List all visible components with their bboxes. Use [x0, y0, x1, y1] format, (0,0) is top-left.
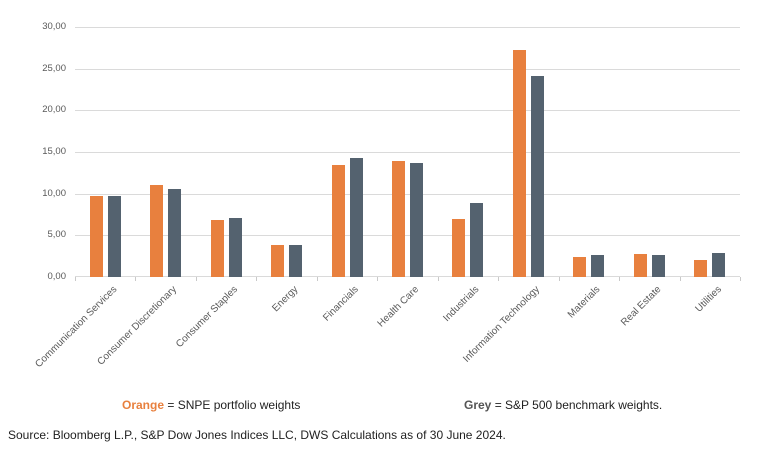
bar-grey	[168, 188, 182, 277]
y-axis-tick-label: 30,00	[42, 21, 66, 32]
legend: Orange = SNPE portfolio weights Grey = S…	[0, 398, 760, 414]
bar-group	[75, 196, 135, 277]
bar-group	[377, 161, 437, 277]
x-axis-tick	[195, 277, 197, 281]
x-axis-category-label: Utilities	[692, 284, 724, 315]
sector-weights-bar-chart: 0,00 5,00 10,00 15,00 20,00 25,00 30,00 Communi…	[33, 21, 741, 370]
bar-group	[317, 157, 377, 277]
gridline	[75, 152, 740, 153]
bar-grey	[107, 196, 121, 277]
y-axis-tick-label: 25,00	[42, 62, 66, 74]
x-axis-tick	[437, 277, 439, 281]
bar-orange	[391, 161, 405, 277]
bar-orange	[633, 253, 647, 277]
x-axis-tick	[135, 277, 137, 281]
x-axis-tick	[558, 277, 560, 281]
x-axis-category-label: Real Estate	[618, 284, 664, 329]
x-axis-category-label: Materials	[566, 284, 603, 321]
bar-group	[196, 217, 256, 277]
gridline	[75, 68, 740, 70]
bar-orange	[150, 185, 164, 277]
bar-orange	[89, 196, 103, 277]
x-axis-tick	[740, 277, 741, 281]
gridline	[75, 193, 740, 195]
bar-group	[559, 254, 619, 277]
bar-orange	[694, 260, 708, 277]
x-axis-tick	[679, 277, 681, 281]
bar-group	[256, 244, 316, 277]
bar-grey	[470, 202, 484, 277]
bar-grey	[228, 217, 242, 277]
y-axis-tick-label: 0,00	[47, 271, 67, 282]
y-axis-tick-label: 10,00	[42, 187, 66, 199]
x-axis-category-label: Industrials	[441, 284, 482, 325]
x-axis-tick	[256, 277, 258, 281]
x-axis-category-label: Consumer Staples	[173, 284, 240, 350]
x-axis-tick	[75, 277, 76, 281]
x-axis-tick	[619, 277, 621, 281]
bar-grey	[530, 76, 544, 277]
y-axis-tick-label: 15,00	[42, 146, 66, 157]
gridline	[75, 235, 740, 237]
x-axis-tick	[498, 277, 500, 281]
bar-group	[498, 49, 558, 277]
bar-orange	[271, 244, 285, 277]
bar-grey	[651, 254, 665, 277]
bar-grey	[289, 245, 303, 277]
bar-orange	[210, 220, 224, 277]
gridline	[75, 276, 740, 277]
bar-grey	[591, 254, 605, 277]
legend-swatch-orange-label: Orange	[122, 398, 165, 412]
x-axis-tick	[377, 277, 379, 281]
bar-group	[680, 252, 740, 277]
legend-benchmark-text: = S&P 500 benchmark weights.	[491, 398, 663, 412]
y-axis-tick-label: 5,00	[47, 229, 67, 241]
gridline	[75, 110, 740, 112]
legend-snpe-text: = SNPE portfolio weights	[164, 398, 301, 412]
bar-orange	[331, 165, 345, 277]
x-axis-category-label: Health Care	[375, 284, 422, 330]
bar-orange	[512, 49, 526, 277]
legend-item-snpe: Orange = SNPE portfolio weights	[122, 398, 300, 412]
gridline	[75, 27, 740, 28]
bar-grey	[409, 162, 423, 277]
bar-group	[135, 185, 195, 277]
bar-grey	[712, 252, 726, 277]
x-axis-category-label: Financials	[321, 284, 361, 324]
bar-orange	[573, 257, 587, 277]
bar-orange	[452, 218, 466, 277]
plot-area	[75, 27, 741, 281]
x-axis-category-label: Energy	[270, 284, 301, 315]
y-axis-tick-label: 20,00	[42, 104, 66, 116]
x-axis-tick	[316, 277, 318, 281]
bar-grey	[349, 157, 363, 277]
legend-item-benchmark: Grey = S&P 500 benchmark weights.	[464, 398, 662, 412]
bar-group	[619, 253, 679, 277]
bar-group	[438, 202, 498, 277]
legend-swatch-grey-label: Grey	[464, 398, 492, 412]
source-attribution: Source: Bloomberg L.P., S&P Dow Jones In…	[8, 428, 506, 442]
